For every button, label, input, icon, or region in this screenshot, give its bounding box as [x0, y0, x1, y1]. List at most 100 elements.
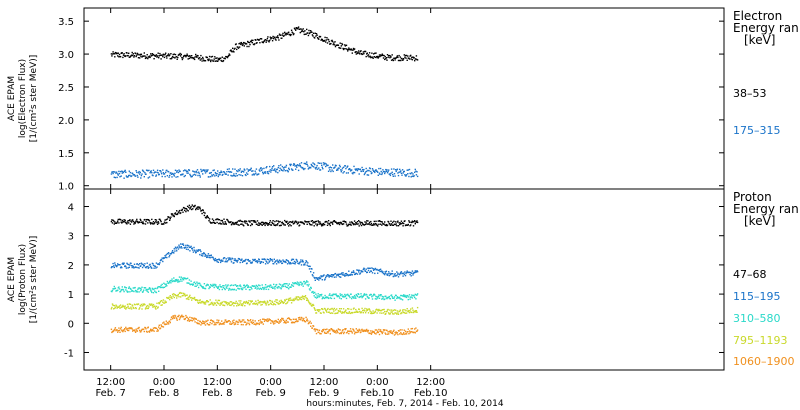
data-point: [126, 328, 128, 330]
data-point: [233, 262, 235, 264]
data-point: [228, 168, 230, 170]
data-point: [366, 170, 368, 172]
data-point: [196, 169, 199, 171]
data-point: [360, 331, 362, 333]
data-point: [241, 258, 243, 260]
data-point: [177, 293, 180, 296]
data-point: [111, 306, 113, 309]
data-point: [226, 261, 228, 263]
data-point: [410, 58, 412, 60]
data-point: [113, 308, 115, 310]
data-point: [188, 296, 191, 298]
data-point: [137, 288, 139, 290]
data-point: [214, 259, 216, 262]
data-point: [152, 53, 155, 56]
data-point: [299, 165, 301, 167]
data-point: [241, 220, 244, 223]
data-point: [181, 292, 183, 294]
data-point: [310, 325, 312, 327]
data-point: [125, 175, 128, 177]
data-point: [149, 287, 151, 290]
data-point: [136, 174, 139, 177]
data-point: [363, 268, 366, 270]
data-point: [268, 170, 270, 173]
legend-title: Energy ran: [733, 21, 799, 35]
data-point: [412, 221, 414, 223]
data-point: [279, 220, 281, 223]
data-point: [176, 319, 178, 321]
data-point: [229, 323, 231, 325]
data-point: [118, 53, 121, 56]
data-point: [310, 286, 312, 289]
data-point: [219, 284, 221, 286]
data-point: [123, 219, 125, 221]
data-point: [250, 220, 252, 222]
data-point: [217, 302, 219, 304]
data-point: [258, 301, 260, 303]
data-point: [372, 169, 374, 171]
data-point: [150, 290, 152, 292]
data-point: [334, 330, 336, 332]
data-point: [396, 274, 399, 276]
data-point: [156, 328, 159, 331]
data-point: [216, 221, 218, 224]
data-point: [229, 54, 231, 56]
data-point: [337, 275, 340, 277]
data-point: [308, 29, 310, 32]
data-point: [177, 246, 179, 248]
data-point: [358, 168, 360, 170]
data-point: [113, 288, 115, 290]
data-point: [371, 172, 373, 174]
data-point: [386, 274, 389, 276]
data-point: [248, 45, 250, 48]
data-point: [176, 58, 178, 60]
data-point: [414, 60, 416, 62]
data-point: [186, 246, 188, 248]
data-point: [214, 171, 217, 174]
data-point: [353, 48, 356, 50]
data-point: [146, 307, 148, 310]
data-point: [231, 51, 233, 53]
data-point: [370, 222, 373, 225]
data-point: [186, 298, 189, 300]
data-point: [388, 296, 390, 299]
data-point: [287, 222, 289, 224]
data-point: [351, 49, 353, 51]
data-point: [185, 169, 187, 172]
data-point: [382, 54, 384, 56]
data-point: [171, 250, 174, 252]
x-tick-label-date: Feb. 8: [202, 388, 232, 399]
data-point: [137, 287, 140, 289]
data-point: [330, 42, 332, 45]
data-point: [207, 253, 210, 255]
data-point: [206, 56, 208, 59]
data-point: [339, 166, 341, 168]
data-point: [354, 311, 356, 313]
data-point: [374, 294, 376, 296]
data-point: [196, 207, 198, 209]
data-point: [384, 221, 386, 223]
data-point: [112, 172, 114, 175]
data-point: [121, 172, 123, 174]
data-point: [379, 330, 381, 332]
data-point: [241, 304, 244, 307]
data-point: [191, 175, 193, 177]
data-point: [287, 321, 289, 323]
data-point: [314, 220, 316, 223]
data-point: [408, 58, 411, 60]
data-point: [349, 49, 352, 51]
data-point: [313, 225, 315, 227]
data-point: [390, 309, 393, 311]
data-point: [321, 297, 323, 300]
data-point: [309, 320, 311, 323]
data-point: [148, 176, 151, 178]
data-point: [174, 280, 176, 283]
data-point: [166, 57, 168, 59]
data-point: [317, 277, 319, 279]
data-point: [304, 283, 306, 285]
data-point: [202, 253, 204, 255]
data-point: [220, 219, 222, 222]
data-point: [243, 284, 245, 286]
data-point: [136, 218, 138, 221]
